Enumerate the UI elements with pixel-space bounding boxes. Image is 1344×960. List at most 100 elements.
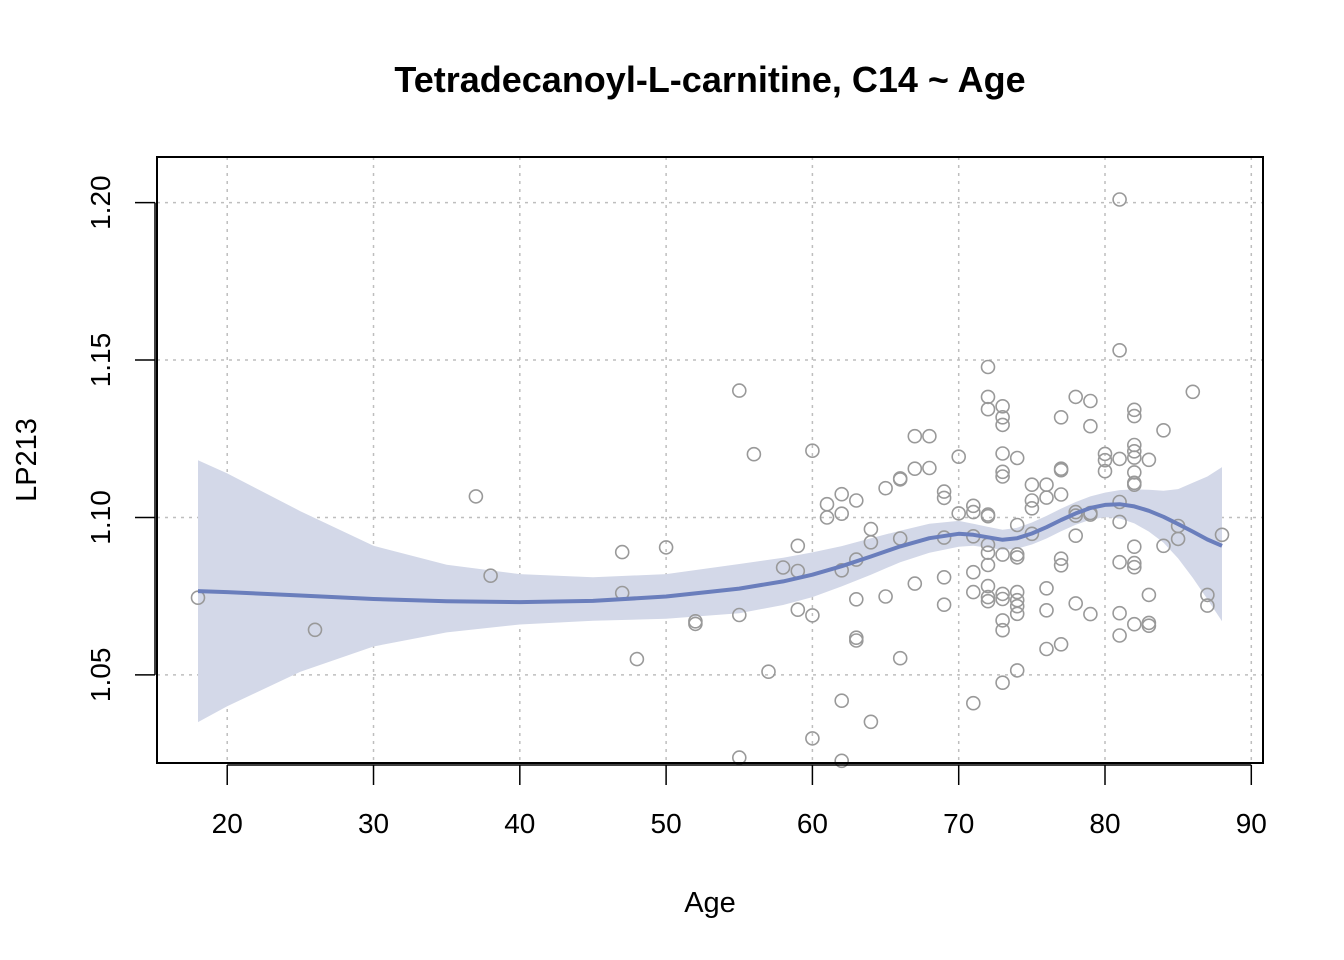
data-point	[995, 613, 1010, 628]
data-point	[614, 544, 630, 560]
data-point	[892, 472, 908, 487]
data-point	[731, 750, 747, 765]
data-point	[965, 584, 981, 600]
data-point	[1112, 605, 1127, 621]
data-point	[1068, 389, 1083, 405]
data-point	[1039, 490, 1054, 505]
data-point	[761, 664, 776, 680]
data-point	[1039, 580, 1054, 596]
data-point	[995, 398, 1010, 414]
data-point	[805, 731, 820, 746]
x-axis-label: Age	[684, 887, 736, 919]
data-point	[1097, 446, 1113, 462]
data-point	[1127, 555, 1142, 571]
data-point	[483, 568, 498, 584]
data-point	[848, 630, 864, 646]
data-point	[878, 480, 893, 496]
data-point	[1156, 538, 1171, 554]
x-tick-label: 20	[212, 808, 243, 839]
data-point	[307, 622, 323, 638]
data-point	[863, 521, 879, 537]
data-point	[980, 593, 996, 609]
data-point	[1141, 587, 1157, 603]
data-point	[1112, 514, 1127, 530]
data-point	[1141, 615, 1157, 631]
data-point	[1053, 462, 1069, 478]
data-point	[790, 538, 806, 554]
data-point	[1127, 402, 1142, 418]
y-tick-label: 1.10	[85, 490, 116, 545]
points-group	[190, 192, 1230, 769]
y-axis-label: LP213	[11, 418, 43, 502]
data-point	[1053, 487, 1069, 502]
data-point	[1127, 450, 1142, 465]
data-point	[746, 446, 762, 462]
data-point	[1141, 618, 1157, 634]
data-point	[1112, 628, 1127, 643]
data-point	[863, 534, 879, 550]
data-point	[1053, 551, 1069, 567]
data-point	[1200, 587, 1215, 603]
data-point	[995, 469, 1010, 484]
data-point	[922, 460, 937, 476]
data-point	[907, 428, 923, 444]
y-tick-label: 1.20	[85, 175, 116, 230]
data-point	[790, 602, 806, 618]
data-point	[995, 409, 1010, 425]
data-point	[995, 591, 1010, 607]
data-point	[1083, 393, 1098, 409]
smooth-line	[197, 502, 1223, 605]
data-point	[995, 675, 1010, 691]
data-point	[1127, 408, 1142, 424]
data-point	[819, 510, 835, 525]
data-point	[1009, 550, 1025, 565]
data-point	[1024, 493, 1040, 508]
data-point	[629, 651, 645, 667]
smooth-line-group	[197, 502, 1223, 605]
data-point	[731, 383, 747, 398]
y-tick-label: 1.05	[85, 648, 116, 703]
data-point	[1083, 418, 1098, 434]
data-point	[1009, 450, 1025, 466]
data-point	[980, 545, 996, 561]
x-tick-label: 90	[1236, 808, 1267, 839]
data-point	[980, 389, 996, 405]
chart-title: Tetradecanoyl-L-carnitine, C14 ~ Age	[394, 59, 1025, 100]
data-point	[1127, 477, 1142, 493]
x-tick-label: 50	[651, 808, 682, 839]
data-point	[1185, 384, 1201, 400]
data-point	[1024, 477, 1040, 493]
data-point	[1053, 409, 1069, 425]
data-point	[892, 650, 908, 666]
data-point	[965, 695, 981, 711]
data-point	[819, 496, 835, 512]
data-point	[1009, 663, 1025, 678]
data-point	[995, 547, 1010, 562]
data-point	[1112, 494, 1127, 510]
data-point	[878, 589, 893, 604]
data-point	[1112, 554, 1127, 570]
data-point	[922, 428, 937, 444]
data-point	[995, 586, 1010, 602]
data-point	[1053, 636, 1069, 652]
data-point	[995, 417, 1010, 433]
data-point	[980, 401, 996, 417]
data-point	[1009, 546, 1025, 562]
data-point	[834, 753, 850, 769]
data-point	[834, 562, 850, 578]
x-axis: 20 30 40 50 60 70 80 90	[212, 764, 1267, 839]
data-point	[995, 464, 1010, 480]
data-point	[980, 359, 996, 375]
data-point	[1009, 606, 1025, 622]
data-point	[1141, 452, 1157, 468]
data-point	[995, 446, 1010, 461]
data-point	[863, 714, 879, 730]
data-point	[834, 486, 850, 502]
grid	[157, 157, 1263, 763]
data-point	[1156, 422, 1171, 438]
data-point	[1009, 517, 1025, 533]
x-tick-label: 30	[358, 808, 389, 839]
data-point	[1009, 584, 1025, 600]
data-point	[731, 607, 747, 623]
